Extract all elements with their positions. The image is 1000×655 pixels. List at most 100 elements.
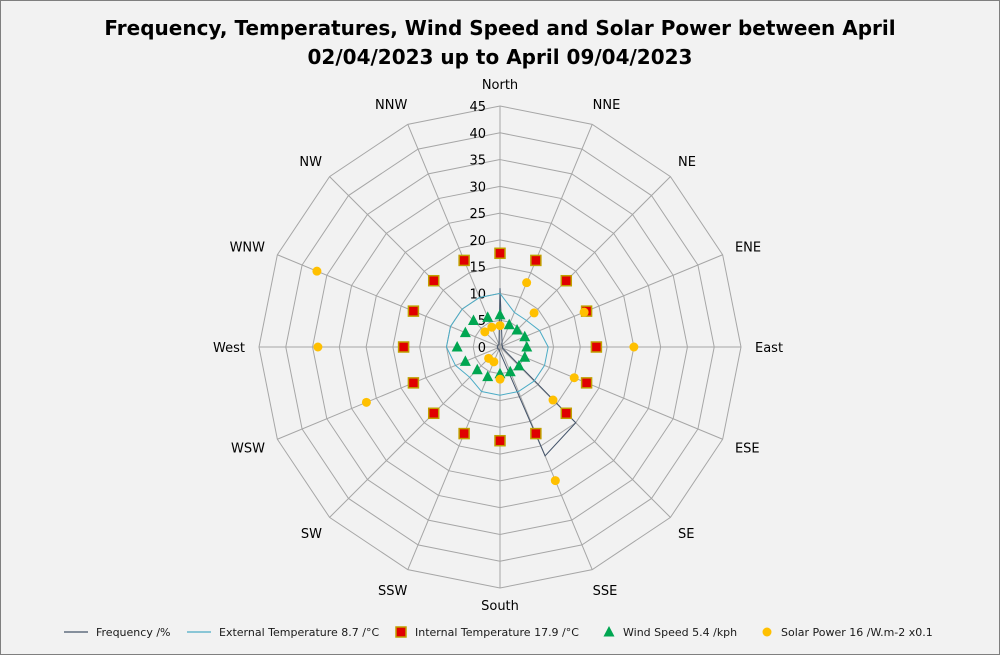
radial-tick-label: 5 <box>478 314 486 329</box>
data-point <box>548 395 558 405</box>
data-point <box>521 341 533 352</box>
data-point <box>471 363 483 375</box>
legend-swatch <box>603 626 615 637</box>
series-line <box>496 288 577 457</box>
data-point <box>407 305 420 317</box>
data-point <box>407 377 420 389</box>
data-point <box>511 323 523 335</box>
category-label: NNE <box>593 98 621 113</box>
radial-tick-label: 20 <box>469 234 486 249</box>
grid-spoke <box>499 124 593 348</box>
legend-label: Wind Speed 5.4 /kph <box>623 625 738 639</box>
category-label: East <box>755 341 783 356</box>
legend-label: Internal Temperature 17.9 /°C <box>415 625 579 639</box>
grid-spoke <box>499 176 671 348</box>
legend-swatch <box>395 626 407 638</box>
category-label: South <box>481 599 519 614</box>
data-point <box>482 311 494 322</box>
data-point <box>487 322 497 332</box>
data-point <box>427 274 440 287</box>
data-point <box>504 365 516 377</box>
category-label: NE <box>678 155 696 170</box>
category-label: ENE <box>735 240 761 255</box>
series-layer <box>312 247 639 486</box>
legend-item: Wind Speed 5.4 /kph <box>601 622 737 642</box>
grid-spoke <box>499 346 723 440</box>
radial-tick-label: 25 <box>469 207 486 222</box>
data-point <box>530 254 542 267</box>
data-point <box>513 359 525 371</box>
category-label: North <box>482 78 518 93</box>
category-label: SW <box>301 527 322 542</box>
radial-tick-label: 30 <box>469 180 486 195</box>
data-point <box>451 341 463 352</box>
data-point <box>494 247 506 260</box>
category-labels: North NNE NE ENE East ESE SE SSE South SSW SW WSW We… <box>213 78 783 614</box>
radial-tick-label: 45 <box>469 100 486 115</box>
data-point <box>522 278 532 288</box>
data-point <box>361 397 371 407</box>
legend-marker <box>603 626 615 637</box>
data-point <box>484 353 494 363</box>
grid-spoke <box>499 254 723 348</box>
data-point <box>494 308 506 320</box>
data-point <box>312 266 322 276</box>
data-point <box>560 274 573 287</box>
data-point <box>495 374 505 384</box>
data-point <box>529 308 539 318</box>
data-point <box>495 321 505 331</box>
legend: Frequency /% External Temperature 8.7 /°C… <box>0 622 1000 642</box>
data-point <box>569 373 579 383</box>
data-point <box>590 341 603 353</box>
data-point <box>458 254 470 267</box>
category-label: ESE <box>735 442 760 457</box>
series-3 <box>451 308 533 382</box>
data-point <box>519 330 531 342</box>
grid-spoke <box>407 346 501 570</box>
legend-item: External Temperature 8.7 /°C <box>185 622 379 642</box>
data-point <box>629 342 639 352</box>
data-point <box>313 342 323 352</box>
legend-swatch <box>64 631 88 633</box>
legend-label: External Temperature 8.7 /°C <box>219 625 380 639</box>
grid-spoke <box>407 124 501 348</box>
data-point <box>550 476 560 486</box>
radial-tick-label: 15 <box>469 261 486 276</box>
data-point <box>503 318 515 330</box>
legend-swatch <box>187 631 211 633</box>
category-label: SE <box>678 527 694 542</box>
data-point <box>580 377 593 389</box>
data-point <box>519 351 531 362</box>
radial-tick-label: 10 <box>469 287 486 302</box>
series-0 <box>496 288 577 457</box>
data-point <box>530 427 542 440</box>
data-point <box>459 355 471 366</box>
radial-tick-label: 40 <box>469 127 486 142</box>
series-1 <box>445 292 549 396</box>
radial-tick-labels: 0 5 10 15 20 25 30 35 40 45 <box>469 100 486 356</box>
radial-tick-label: 35 <box>469 154 486 169</box>
category-label: WNW <box>230 240 266 255</box>
data-point <box>480 327 490 337</box>
data-point <box>427 407 440 420</box>
data-point <box>397 341 410 353</box>
series-4 <box>312 266 639 486</box>
legend-item: Frequency /% <box>62 622 170 642</box>
legend-marker <box>395 626 407 638</box>
category-label: SSE <box>593 584 618 599</box>
category-label: SSW <box>378 584 408 599</box>
data-point <box>579 307 589 317</box>
category-label: NNW <box>375 98 407 113</box>
data-point <box>467 314 479 325</box>
data-point <box>560 407 573 420</box>
radial-tick-label: 0 <box>478 341 486 356</box>
data-point <box>494 434 506 447</box>
legend-marker <box>762 627 772 637</box>
chart-title: Frequency, Temperatures, Wind Speed and … <box>104 16 896 69</box>
data-point <box>482 370 494 382</box>
data-point <box>458 427 470 440</box>
grid-spoke <box>499 346 671 518</box>
grid-spoke <box>329 346 501 518</box>
grid-spoke <box>499 346 593 570</box>
legend-label: Solar Power 16 /W.m-2 x0.1 <box>781 625 933 639</box>
